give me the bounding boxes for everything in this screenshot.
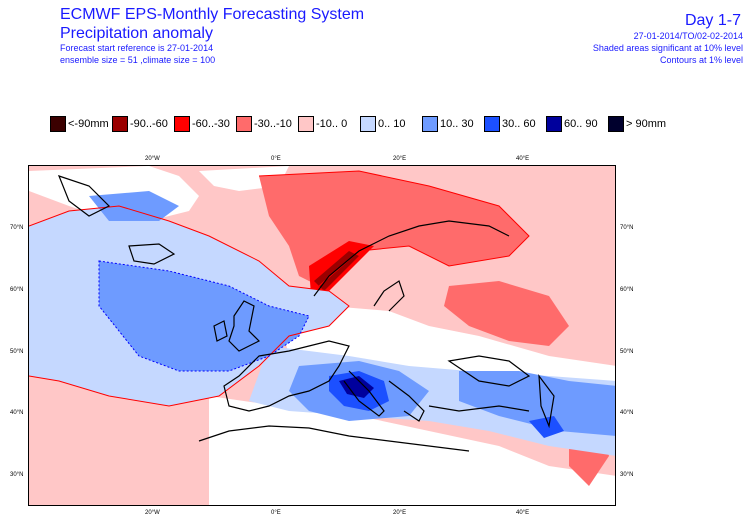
legend-swatch xyxy=(112,116,128,132)
legend-swatch xyxy=(174,116,190,132)
lon-label-bottom-40e: 40°E xyxy=(516,510,530,516)
balkan-coast xyxy=(388,380,425,422)
moderate-positive-anomaly xyxy=(89,191,179,221)
legend-label: -10.. 0 xyxy=(316,118,348,130)
legend-swatch xyxy=(422,116,438,132)
map-canvas xyxy=(29,166,615,505)
significance-contour-blue xyxy=(98,260,310,372)
legend-item: -90..-60 xyxy=(112,115,168,133)
ensemble-size-text: ensemble size = 51 ,climate size = 100 xyxy=(60,55,216,65)
legend-swatch xyxy=(360,116,376,132)
legend-label: -90..-60 xyxy=(130,118,168,130)
negative-anomaly-area xyxy=(444,281,569,346)
coastlines xyxy=(57,175,555,452)
lat-label-left-30n: 30°N xyxy=(10,472,24,478)
lon-label-top-20w: 20°W xyxy=(145,156,160,162)
lat-label-left-70n: 70°N xyxy=(10,225,24,231)
ireland-coast xyxy=(213,320,228,342)
greenland-tip xyxy=(57,175,111,217)
legend-label: <-90mm xyxy=(68,118,109,130)
legend-label: 30.. 60 xyxy=(502,118,536,130)
lat-label-left-60n: 60°N xyxy=(10,287,24,293)
date-range: 27-01-2014/TO/02-02-2014 xyxy=(633,31,743,41)
legend-swatch xyxy=(546,116,562,132)
lat-label-right-60n: 60°N xyxy=(620,287,634,293)
anatolia-coast xyxy=(428,405,530,412)
very-strong-positive-anomaly xyxy=(339,376,374,398)
legend-item: -10.. 0 xyxy=(298,115,347,133)
lat-label-right-40n: 40°N xyxy=(620,410,634,416)
western-europe-coast xyxy=(223,340,350,412)
chart-title: ECMWF EPS-Monthly Forecasting System xyxy=(60,6,365,23)
legend-item: 0.. 10 xyxy=(360,115,406,133)
moderate-positive-anomaly xyxy=(99,261,309,371)
lat-label-left-40n: 40°N xyxy=(10,410,24,416)
legend-item: > 90mm xyxy=(608,115,666,133)
insignificant-area xyxy=(209,396,615,505)
legend-label: 0.. 10 xyxy=(378,118,406,130)
forecast-period: Day 1-7 xyxy=(684,12,741,29)
legend-label: 10.. 30 xyxy=(440,118,474,130)
colour-legend: <-90mm -90..-60 -60..-30 -30..-10 -10.. 0 0..… xyxy=(50,115,690,133)
legend-label: -30..-10 xyxy=(254,118,292,130)
legend-label: -60..-30 xyxy=(192,118,230,130)
lon-label-bottom-0e: 0°E xyxy=(271,510,281,516)
legend-swatch xyxy=(298,116,314,132)
legend-swatch xyxy=(608,116,624,132)
italy-coast xyxy=(343,370,385,417)
lon-label-bottom-20w: 20°W xyxy=(145,510,160,516)
precipitation-anomaly-map xyxy=(28,165,616,506)
forecast-start-text: Forecast start reference is 27-01-2014 xyxy=(60,43,214,53)
legend-swatch xyxy=(484,116,500,132)
strong-positive-anomaly xyxy=(529,416,564,438)
chart-subtitle: Precipitation anomaly xyxy=(60,25,213,42)
lon-label-top-0e: 0°E xyxy=(271,156,281,162)
lon-label-bottom-20e: 20°E xyxy=(393,510,407,516)
lon-label-top-40e: 40°E xyxy=(516,156,530,162)
black-sea-coast xyxy=(447,355,531,387)
shading-significance-note: Shaded areas significant at 10% level xyxy=(592,43,743,53)
lat-label-left-50n: 50°N xyxy=(10,349,24,355)
lat-label-right-70n: 70°N xyxy=(620,225,634,231)
legend-item: -30..-10 xyxy=(236,115,292,133)
legend-item: <-90mm xyxy=(50,115,109,133)
uk-coast xyxy=(228,300,261,352)
scandinavia-coast xyxy=(313,220,510,297)
lat-label-right-30n: 30°N xyxy=(620,472,634,478)
legend-item: 30.. 60 xyxy=(484,115,536,133)
legend-label: 60.. 90 xyxy=(564,118,598,130)
iceland-coast xyxy=(128,243,176,265)
caspian-coast xyxy=(538,374,555,429)
lon-label-top-20e: 20°E xyxy=(393,156,407,162)
legend-item: -60..-30 xyxy=(174,115,230,133)
legend-swatch xyxy=(236,116,252,132)
lat-label-right-50n: 50°N xyxy=(620,349,634,355)
moderate-positive-anomaly xyxy=(459,371,615,436)
north-africa-coast xyxy=(198,425,470,452)
baltic-coast xyxy=(373,280,405,312)
contour-significance-note: Contours at 1% level xyxy=(659,55,743,65)
legend-label: > 90mm xyxy=(626,118,667,130)
legend-swatch xyxy=(50,116,66,132)
legend-item: 60.. 90 xyxy=(546,115,598,133)
legend-item: 10.. 30 xyxy=(422,115,474,133)
significance-contour-red xyxy=(258,170,530,287)
significance-contour-red xyxy=(29,205,350,407)
